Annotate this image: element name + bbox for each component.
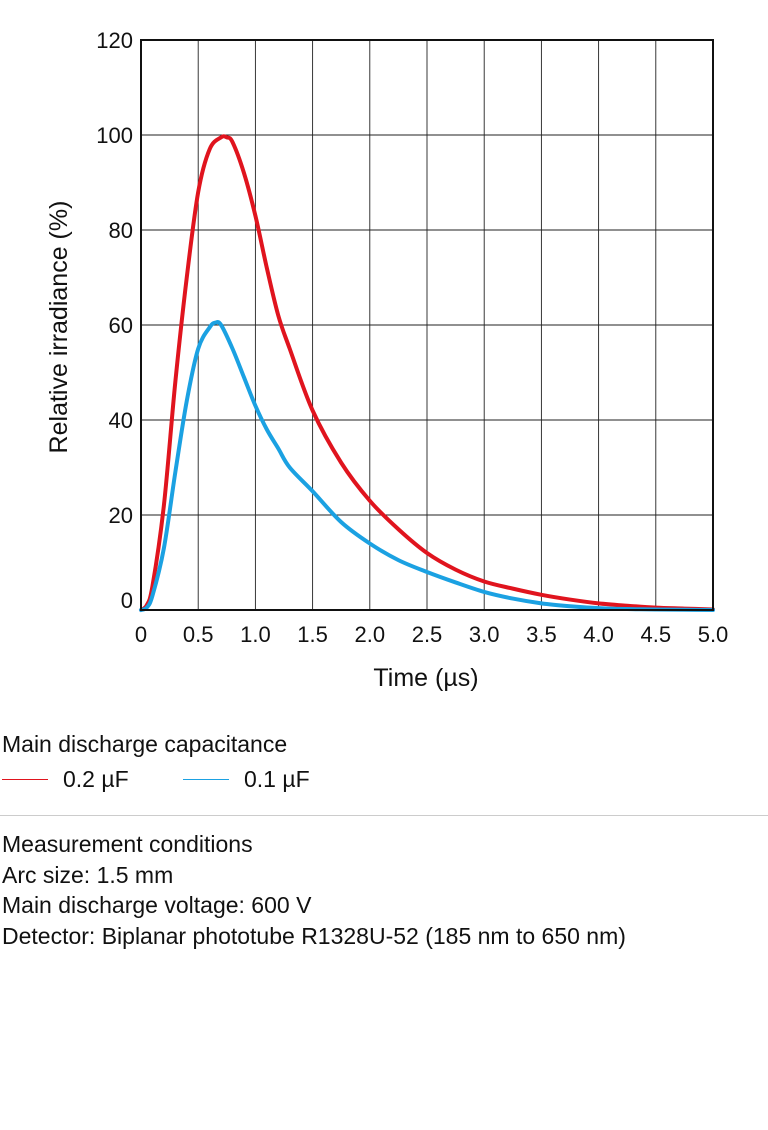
legend-blue-line-icon	[183, 778, 229, 780]
y-tick-label: 120	[96, 28, 133, 53]
x-tick-labels: 0 0.5 1.0 1.5 2.0 2.5 3.0 3.5 4.0 4.5 5.0	[135, 622, 728, 647]
legend-item-0.1uF: 0.1 µF	[183, 764, 310, 794]
legend-red-line-icon	[2, 778, 48, 780]
x-tick-label: 2.0	[355, 622, 386, 647]
y-tick-label: 100	[96, 123, 133, 148]
legend-item-0.2uF: 0.2 µF	[2, 764, 129, 794]
x-tick-label: 5.0	[698, 622, 729, 647]
x-tick-label: 3.0	[469, 622, 500, 647]
y-tick-label: 80	[109, 218, 133, 243]
legend-label: 0.1 µF	[244, 765, 310, 792]
irradiance-chart: 0 0.5 1.0 1.5 2.0 2.5 3.0 3.5 4.0 4.5 5.0 0 20 40 60 8…	[45, 28, 728, 692]
detector: Detector: Biplanar phototube R1328U-52 (…	[2, 922, 626, 949]
y-axis-label: Relative irradiance (%)	[45, 201, 73, 454]
legend-title: Main discharge capacitance	[2, 731, 288, 757]
legend-label: 0.2 µF	[63, 765, 129, 792]
section-divider	[0, 815, 768, 816]
x-tick-label: 4.0	[583, 622, 614, 647]
conditions-title: Measurement conditions	[2, 831, 253, 857]
x-tick-label: 0.5	[183, 622, 214, 647]
x-tick-label: 1.0	[240, 622, 271, 647]
y-tick-label: 0	[121, 588, 133, 613]
plot-frame	[140, 39, 714, 611]
discharge-voltage: Main discharge voltage: 600 V	[2, 892, 312, 918]
x-axis-label: Time (µs)	[373, 664, 478, 692]
series-line-0.1uF	[139, 320, 715, 612]
x-tick-label: 4.5	[641, 622, 672, 647]
x-tick-label: 0	[135, 622, 147, 647]
arc-size: Arc size: 1.5 mm	[2, 861, 174, 888]
y-tick-label: 40	[109, 408, 133, 433]
chart-series	[139, 134, 715, 612]
x-tick-label: 2.5	[412, 622, 443, 647]
chart-grid	[141, 40, 713, 610]
y-tick-label: 20	[109, 503, 133, 528]
x-tick-label: 3.5	[526, 622, 557, 647]
series-line-0.2uF	[139, 134, 715, 612]
y-tick-label: 60	[109, 313, 133, 338]
measurement-conditions: Measurement conditions Arc size: 1.5 mm …	[2, 829, 626, 951]
x-tick-label: 1.5	[297, 622, 328, 647]
y-tick-labels: 0 20 40 60 80 100 120	[96, 28, 133, 613]
